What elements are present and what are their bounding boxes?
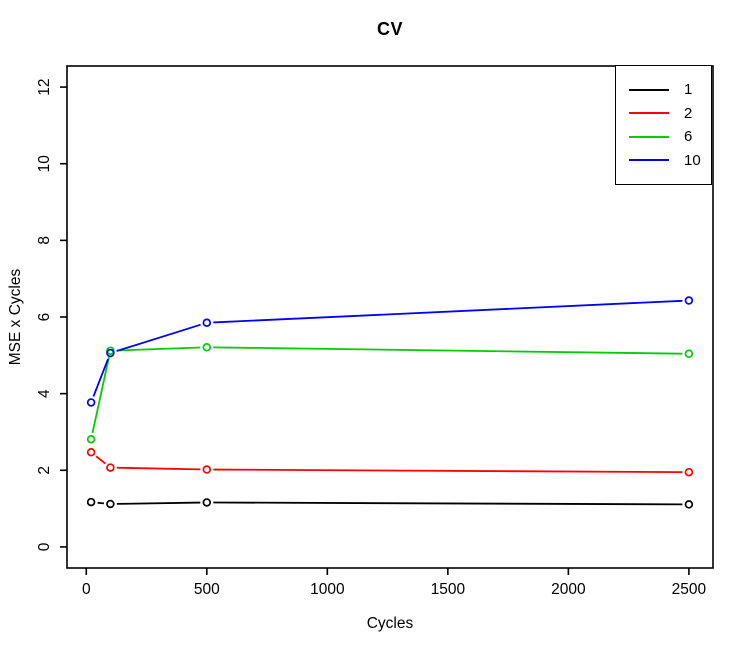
data-point-10-0	[86, 398, 96, 407]
series-line-2	[116, 466, 201, 471]
series-line-1	[213, 501, 683, 506]
data-point-2-3	[684, 467, 694, 477]
y-axis-tick-label: 0	[36, 542, 53, 551]
series-line-6	[213, 346, 683, 355]
x-axis-tick-label: 500	[194, 581, 220, 598]
data-point-1-1	[106, 499, 115, 509]
data-point-1-3	[684, 500, 694, 509]
legend-line-swatch	[629, 112, 669, 115]
x-axis-label: Cycles	[366, 615, 414, 632]
legend-item-2: 2	[616, 102, 711, 126]
data-point-10-1	[106, 348, 115, 358]
data-point-6-3	[684, 349, 694, 359]
series-line-10	[213, 299, 683, 324]
legend-item-label: 6	[684, 128, 693, 146]
legend: 1 2 6 10	[615, 65, 712, 185]
x-axis-tick-label: 2000	[551, 581, 586, 598]
x-axis-tick-label: 1500	[431, 581, 466, 598]
legend-item-label: 1	[684, 81, 693, 99]
y-axis-tick-label: 10	[36, 155, 53, 173]
data-point-1-0	[86, 497, 96, 507]
legend-line-swatch	[629, 135, 669, 138]
x-axis-tick-label: 2500	[672, 581, 707, 598]
y-axis-label: MSE x Cycles	[7, 268, 24, 366]
series-line-6	[116, 346, 201, 352]
y-axis-tick-label: 8	[36, 236, 53, 245]
data-point-10-2	[202, 318, 212, 327]
legend-item-6: 6	[616, 125, 711, 149]
legend-item-1: 1	[616, 78, 711, 102]
y-axis-tick-label: 4	[36, 389, 53, 398]
chart-title: CV	[376, 19, 403, 39]
x-axis-tick-label: 1000	[310, 581, 345, 598]
legend-item-label: 10	[684, 151, 701, 169]
series-line-10	[116, 323, 201, 352]
data-point-6-0	[86, 434, 96, 444]
series-line-1	[116, 501, 201, 505]
data-point-2-1	[106, 463, 115, 472]
legend-item-label: 2	[684, 104, 693, 122]
data-point-10-3	[684, 296, 694, 305]
legend-line-swatch	[629, 159, 669, 162]
y-axis-tick-label: 2	[36, 466, 53, 475]
series-line-10	[92, 358, 109, 397]
series-line-2	[213, 468, 683, 474]
y-axis-tick-label: 12	[36, 78, 53, 95]
y-axis-tick-label: 6	[36, 313, 53, 322]
series-line-2	[95, 455, 106, 465]
series-line-1	[97, 501, 105, 505]
legend-item-10: 10	[616, 149, 711, 173]
data-point-2-2	[202, 465, 212, 474]
x-axis-tick-label: 0	[82, 581, 91, 598]
legend-line-swatch	[629, 88, 669, 91]
data-point-2-0	[86, 448, 96, 457]
series-line-6	[91, 356, 110, 434]
data-point-1-2	[202, 498, 212, 507]
data-point-6-2	[202, 343, 212, 352]
